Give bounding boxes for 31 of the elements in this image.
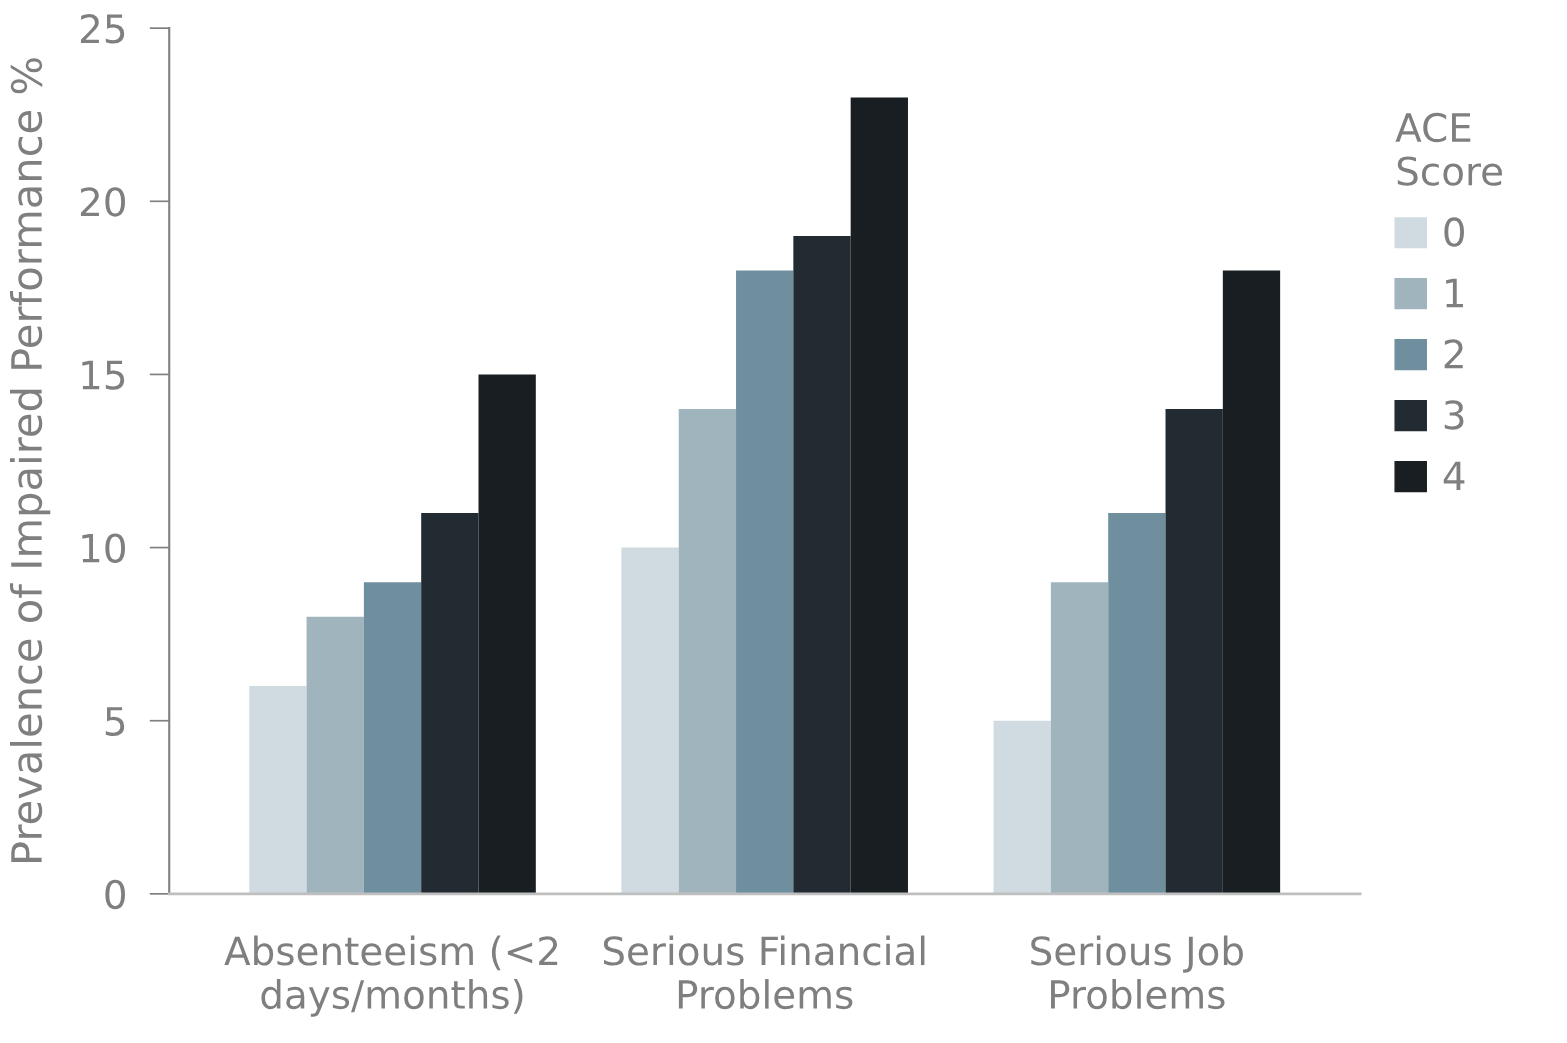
legend-label: 0 — [1444, 217, 1464, 247]
bar — [678, 409, 737, 894]
bar — [421, 512, 479, 894]
y-tick-label: 25 — [80, 14, 125, 44]
bar — [621, 547, 679, 894]
y-tick-label: 5 — [105, 707, 125, 737]
y-tick-label: 10 — [82, 533, 125, 563]
y-tick-label: 0 — [105, 879, 125, 910]
legend-label: 2 — [1444, 339, 1463, 369]
y-tick-label: 20 — [80, 187, 125, 217]
bar — [363, 582, 422, 894]
bar — [478, 374, 536, 894]
bar — [793, 235, 851, 894]
bar — [249, 686, 307, 894]
bar — [1165, 409, 1223, 894]
y-axis-title: Prevalence of Impaired Performance % — [9, 58, 51, 862]
bar — [736, 270, 794, 894]
bar — [850, 97, 908, 894]
legend-label: 1 — [1446, 278, 1463, 308]
bar — [306, 616, 364, 894]
legend-title: ACE Score — [1395, 112, 1502, 186]
x-tick-label: Absenteeism (<2 days/months) — [224, 935, 558, 1017]
legend-label: 3 — [1444, 400, 1464, 430]
y-tick-label: 15 — [82, 360, 125, 390]
legend-label: 4 — [1443, 461, 1465, 491]
bar — [1050, 582, 1109, 894]
bar — [1222, 270, 1281, 894]
bar — [993, 720, 1051, 894]
x-tick-label: Serious Financial Problems — [603, 935, 925, 1010]
bar — [1108, 512, 1166, 894]
x-tick-label: Serious Job Problems — [1031, 935, 1243, 1010]
